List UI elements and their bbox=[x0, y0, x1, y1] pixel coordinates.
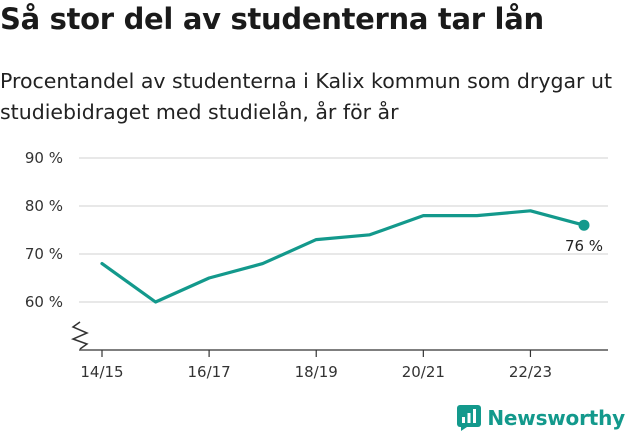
last-value-label: 76 % bbox=[565, 237, 603, 255]
brand-name: Newsworthy bbox=[487, 406, 625, 430]
series-line bbox=[100, 209, 586, 304]
y-tick-label: 90 % bbox=[25, 149, 63, 167]
brand-logo: Newsworthy bbox=[457, 403, 625, 433]
chart-title: Så stor del av studenterna tar lån bbox=[0, 2, 544, 36]
x-tick-label: 22/23 bbox=[509, 363, 552, 381]
x-tick-label: 16/17 bbox=[187, 363, 230, 381]
y-tick-label: 80 % bbox=[25, 197, 63, 215]
newsworthy-logo-icon bbox=[457, 405, 482, 431]
axis-break-icon bbox=[70, 321, 89, 350]
x-axis: 14/15 16/17 18/19 20/21 22/23 bbox=[79, 349, 608, 381]
gridlines bbox=[79, 157, 608, 303]
y-tick-label: 70 % bbox=[25, 245, 63, 263]
x-tick-label: 14/15 bbox=[80, 363, 123, 381]
x-tick-label: 20/21 bbox=[402, 363, 445, 381]
y-tick-labels: 60 % 70 % 80 % 90 % bbox=[25, 149, 63, 311]
chart-subtitle: Procentandel av studenterna i Kalix komm… bbox=[0, 69, 613, 124]
y-tick-label: 60 % bbox=[25, 293, 63, 311]
series bbox=[100, 209, 590, 304]
annotations: 76 % bbox=[565, 237, 603, 255]
axis-break-zigzag bbox=[70, 321, 89, 350]
x-tick-label: 18/19 bbox=[295, 363, 338, 381]
last-point-marker bbox=[578, 219, 590, 231]
